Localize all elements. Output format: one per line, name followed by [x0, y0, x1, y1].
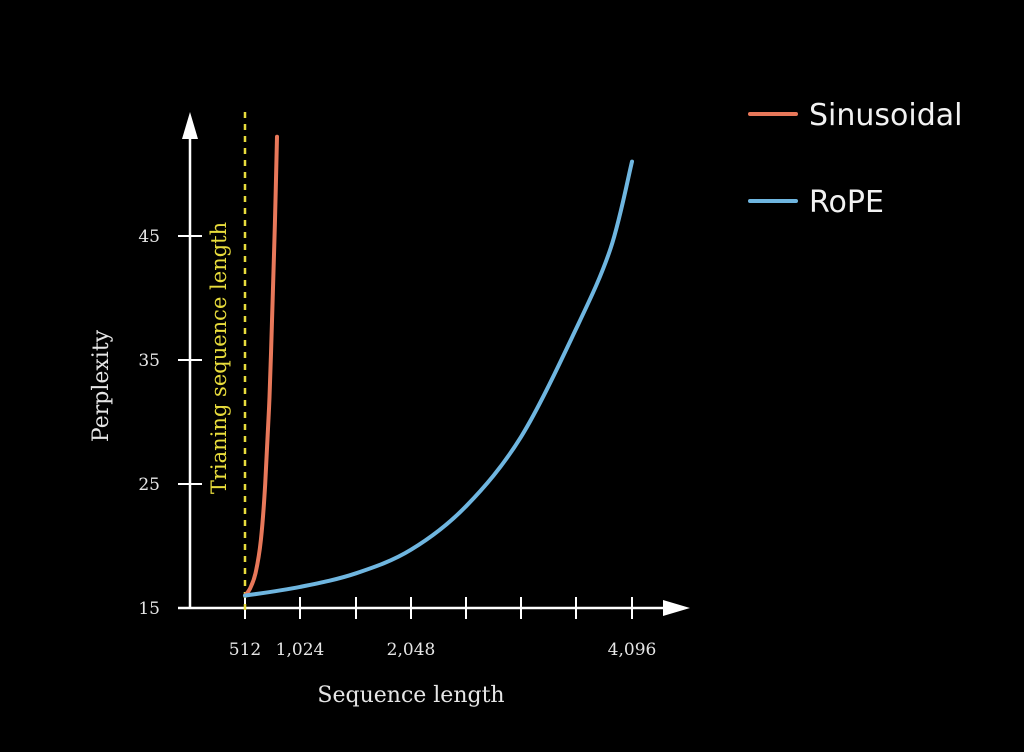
x-axis-title: Sequence length: [317, 683, 504, 708]
series-layer: [243, 134, 634, 598]
x-tick-label: 4,096: [608, 640, 657, 660]
y-axis-title: Perplexity: [89, 329, 114, 442]
legend: Sinusoidal RoPE: [748, 98, 963, 220]
x-axis-arrow: [663, 600, 690, 616]
series-line-sinusoidal: [243, 134, 279, 598]
y-axis-arrow: [182, 112, 198, 139]
legend-label-rope: RoPE: [809, 185, 884, 220]
x-tick-label: 2,048: [387, 640, 436, 660]
x-tick-label: 1,024: [276, 640, 325, 660]
y-tick-label: 35: [138, 351, 160, 371]
y-tick-label: 25: [138, 475, 160, 495]
y-tick-label: 45: [138, 227, 160, 247]
axes: 512 1,024 2,048 4,096 15 25 35 45 Sequence lengt…: [89, 112, 690, 708]
series-line-rope: [243, 159, 634, 598]
training-marker: Trianing sequence length: [207, 112, 247, 610]
legend-label-sinusoidal: Sinusoidal: [809, 98, 963, 133]
y-tick-label: 15: [138, 599, 160, 619]
x-tick-label: 512: [229, 640, 261, 660]
training-length-label: Trianing sequence length: [207, 222, 231, 494]
